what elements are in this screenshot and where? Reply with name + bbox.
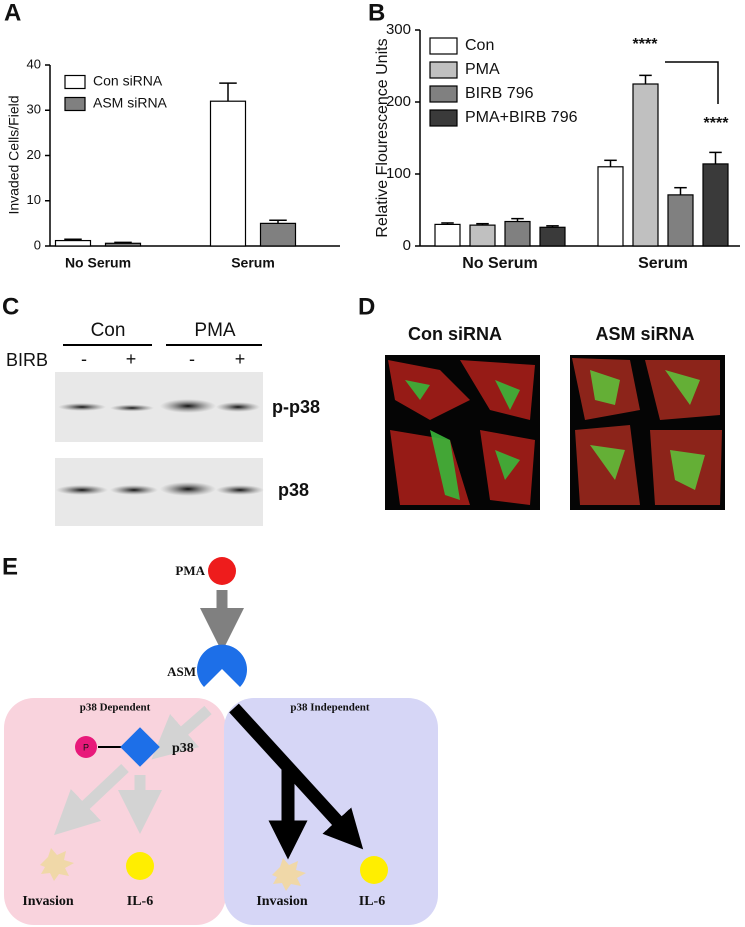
bar	[209, 100, 247, 247]
blot-band	[216, 485, 264, 495]
x-tick-label: No Serum	[65, 255, 131, 271]
pathway-diagram: PMA ASM p38 Dependent p38 Independent P …	[4, 557, 438, 925]
legend-label: ASM siRNA	[93, 95, 168, 111]
treatment-label: +	[126, 349, 137, 369]
node-label: Invasion	[22, 894, 74, 909]
microscopy-panel: Con siRNA ASM siRNA	[385, 324, 725, 510]
bar	[434, 223, 461, 247]
bar	[539, 226, 566, 247]
node-label: IL-6	[359, 894, 385, 909]
image-tubulin	[405, 380, 520, 500]
bar	[469, 224, 496, 247]
treatment-label: -	[189, 349, 195, 369]
node-label: Invasion	[256, 894, 308, 909]
image-tubulin	[590, 370, 705, 490]
phospho-node	[75, 736, 97, 758]
y-tick-label: 0	[34, 237, 41, 252]
legend-swatch	[429, 109, 458, 127]
x-tick-label: Serum	[638, 255, 688, 272]
significance-label: ****	[704, 115, 730, 132]
x-tick-label: Serum	[231, 255, 275, 271]
p38-node	[120, 727, 160, 767]
y-tick-label: 100	[386, 165, 411, 182]
pma-node	[208, 557, 236, 585]
legend-label: Con siRNA	[93, 73, 163, 89]
blot-row-label: BIRB	[6, 350, 48, 370]
region-label: p38 Independent	[290, 702, 370, 714]
node-label: P	[83, 742, 89, 752]
legend-label: Con	[465, 37, 494, 54]
blot-band	[56, 485, 108, 495]
panel-label: C	[2, 293, 19, 320]
legend-label: BIRB 796	[465, 85, 534, 102]
blot-group-label: PMA	[194, 320, 236, 341]
bar	[504, 220, 531, 247]
treatment-label: -	[81, 349, 87, 369]
invasion-icon	[272, 858, 306, 891]
legend-label: PMA	[465, 61, 500, 78]
y-tick-label: 0	[403, 237, 411, 254]
node-label: IL-6	[127, 894, 153, 909]
image-label: Con siRNA	[408, 324, 502, 344]
panel-label: E	[2, 553, 18, 580]
treatment-label: +	[235, 349, 246, 369]
blot-band	[58, 403, 106, 411]
y-tick-label: 10	[27, 192, 41, 207]
significance-label: ****	[633, 36, 659, 53]
x-tick-label: No Serum	[462, 255, 538, 272]
legend-swatch	[64, 96, 86, 112]
asm-node	[196, 644, 247, 687]
blot-band	[160, 399, 216, 413]
blot-band	[110, 485, 158, 495]
band-label: p38	[278, 480, 309, 500]
y-tick-label: 20	[27, 147, 41, 162]
arrow	[151, 705, 212, 760]
legend-swatch	[64, 74, 86, 90]
y-tick-label: 200	[386, 93, 411, 110]
bar	[702, 163, 729, 247]
panel-label: B	[368, 0, 385, 26]
node-label: p38	[172, 741, 194, 756]
invasion-icon	[40, 848, 74, 881]
region-box	[4, 698, 226, 925]
node-label: PMA	[175, 563, 205, 578]
bar	[667, 194, 694, 247]
il6-node	[360, 856, 388, 884]
image-actin	[388, 360, 535, 505]
western-blot: Con PMA BIRB - + - + p-p38 p38	[6, 320, 320, 526]
band-label: p-p38	[272, 397, 320, 417]
il6-node	[126, 852, 154, 880]
bar	[632, 83, 659, 247]
bar	[54, 239, 92, 247]
y-axis-label: Invaded Cells/Field	[6, 95, 22, 214]
bar	[104, 242, 142, 247]
panel-label: D	[358, 293, 375, 320]
region-label: p38 Dependent	[80, 702, 151, 714]
legend-swatch	[429, 61, 458, 79]
legend-swatch	[429, 85, 458, 103]
panel-label: A	[4, 0, 21, 26]
node-label: ASM	[167, 664, 196, 679]
bar	[259, 222, 297, 247]
y-tick-label: 300	[386, 21, 411, 38]
legend-swatch	[429, 37, 458, 55]
bar	[597, 166, 624, 247]
blot-group-label: Con	[91, 320, 126, 341]
blot-band	[216, 402, 260, 412]
y-axis-label: Relative Flourescence Units	[374, 38, 391, 237]
blot-band	[160, 482, 216, 496]
y-tick-label: 30	[27, 102, 41, 117]
legend-label: PMA+BIRB 796	[465, 109, 578, 126]
arrow	[54, 764, 129, 836]
blot-band	[110, 404, 154, 412]
y-tick-label: 40	[27, 56, 41, 71]
image-label: ASM siRNA	[595, 324, 694, 344]
significance-bracket	[665, 61, 719, 104]
